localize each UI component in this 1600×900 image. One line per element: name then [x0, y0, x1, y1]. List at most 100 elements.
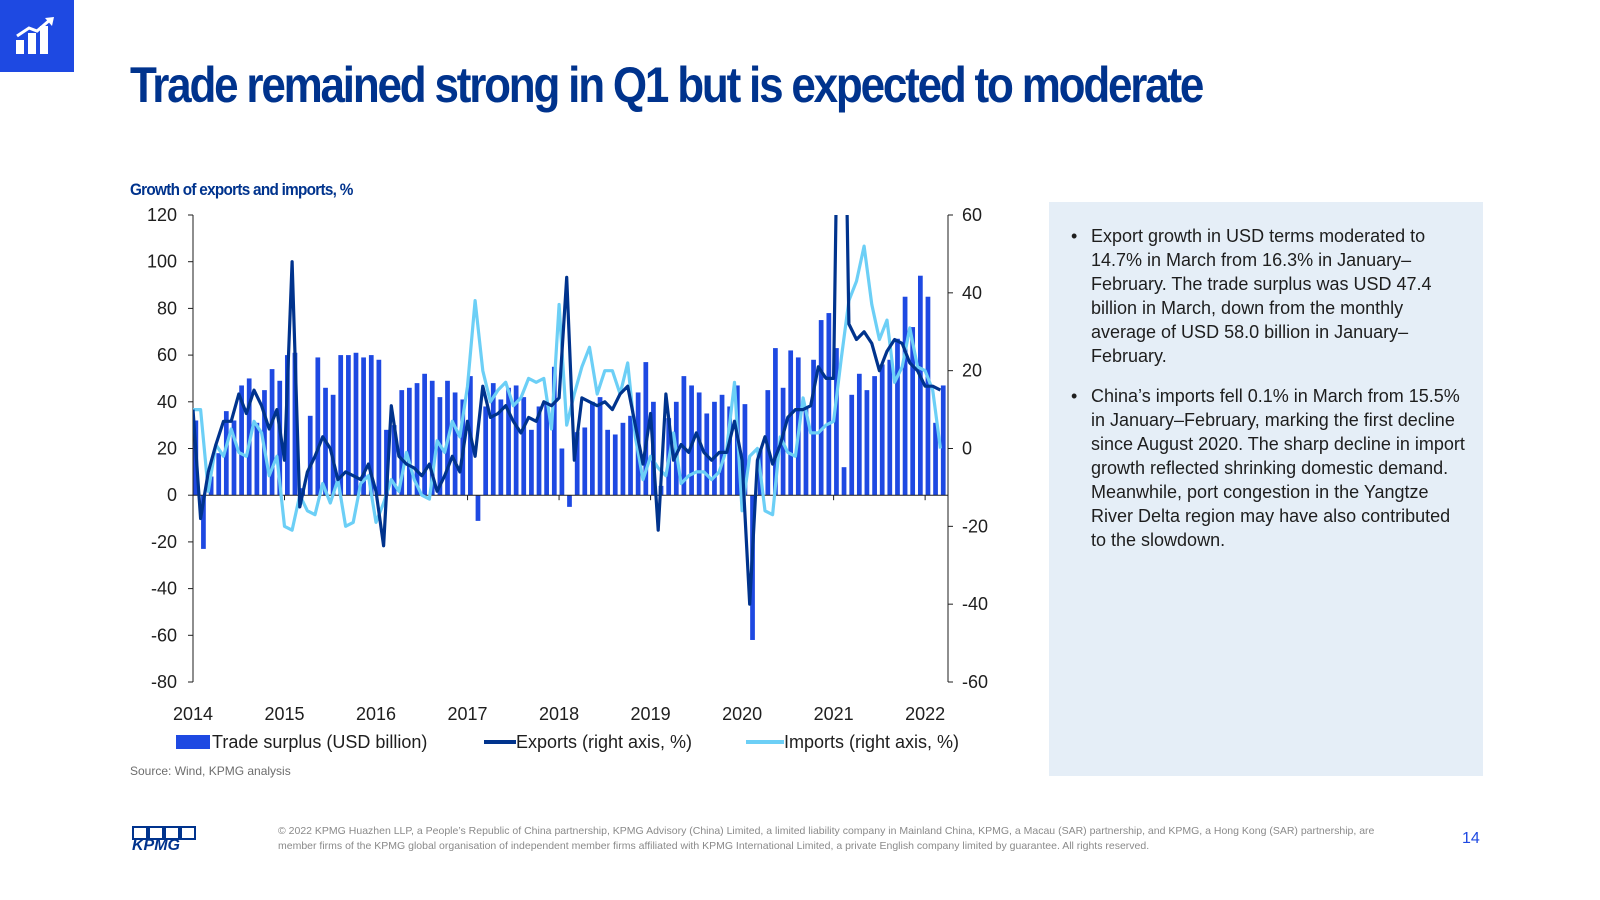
surplus-bar: [902, 296, 908, 496]
right-axis-tick-label: -40: [962, 594, 988, 614]
surplus-bar: [346, 355, 351, 496]
surplus-bar: [742, 404, 748, 496]
surplus-bar: [925, 296, 931, 496]
commentary-bullet: • Export growth in USD terms moderated to…: [1071, 224, 1465, 368]
copyright-notice: © 2022 KPMG Huazhen LLP, a People’s Repu…: [278, 825, 1375, 852]
surplus-bar: [612, 434, 618, 496]
left-axis-tick-label: 0: [167, 485, 177, 505]
surplus-bar: [574, 432, 580, 496]
left-axis-tick-label: -40: [151, 579, 177, 599]
surplus-bar: [864, 390, 870, 496]
source-note: Source: Wind, KPMG analysis: [130, 764, 291, 778]
surplus-bar: [506, 387, 511, 496]
surplus-bar: [727, 406, 733, 496]
legend-surplus-swatch: [176, 735, 210, 749]
exports-line: [193, 215, 942, 606]
surplus-bar: [292, 352, 298, 496]
kpmg-logo-text: KPMG: [132, 837, 180, 852]
surplus-bar: [315, 357, 321, 496]
surplus-bar: [391, 425, 397, 496]
surplus-bar: [849, 394, 855, 496]
surplus-bar: [399, 390, 405, 496]
surplus-bar: [239, 385, 244, 496]
surplus-bar: [529, 429, 534, 496]
surplus-bar: [597, 397, 603, 496]
surplus-bar: [834, 348, 839, 496]
surplus-bar: [361, 357, 366, 496]
surplus-bar: [384, 429, 389, 496]
bullet-dot: •: [1071, 226, 1078, 246]
surplus-bar: [895, 338, 900, 496]
x-axis-tick-label: 2019: [631, 704, 671, 724]
surplus-bar: [940, 385, 946, 496]
x-axis-tick-label: 2016: [356, 704, 396, 724]
surplus-bar: [712, 401, 717, 496]
section-badge: [0, 0, 74, 72]
x-axis-tick-label: 2017: [448, 704, 488, 724]
surplus-bar: [521, 397, 527, 496]
left-axis-tick-label: 120: [147, 205, 177, 225]
surplus-bar: [917, 275, 923, 496]
left-axis-tick-label: 40: [157, 392, 177, 412]
right-axis-tick-label: 40: [962, 283, 982, 303]
surplus-bar: [368, 355, 374, 496]
surplus-bar: [406, 387, 412, 496]
surplus-bar: [483, 406, 489, 496]
surplus-bar: [452, 392, 458, 496]
surplus-bar: [353, 352, 359, 496]
surplus-bar: [773, 348, 778, 496]
commentary-bullet: • China’s imports fell 0.1% in March from…: [1071, 384, 1465, 552]
surplus-bar: [910, 327, 916, 496]
surplus-bar: [231, 420, 237, 496]
surplus-bar: [513, 385, 519, 496]
commentary-text: China’s imports fell 0.1% in March from …: [1091, 386, 1465, 550]
surplus-bar: [544, 401, 549, 496]
chart-title: Growth of exports and imports, %: [130, 180, 353, 199]
right-axis-tick-label: -60: [962, 672, 988, 692]
surplus-bar: [628, 415, 633, 496]
surplus-bar: [429, 380, 435, 496]
surplus-bar: [551, 366, 557, 496]
surplus-bar: [590, 401, 595, 496]
surplus-bar: [254, 422, 260, 496]
surplus-bar: [856, 373, 862, 496]
surplus-bar: [559, 448, 565, 496]
x-axis-tick-label: 2015: [264, 704, 304, 724]
x-axis-tick-label: 2021: [814, 704, 854, 724]
left-axis-tick-label: -20: [151, 532, 177, 552]
surplus-bar: [216, 453, 222, 496]
page-title: Trade remained strong in Q1 but is expec…: [130, 57, 1204, 113]
commentary-panel: • Export growth in USD terms moderated to…: [1049, 202, 1483, 776]
surplus-bar: [811, 359, 816, 496]
surplus-bar: [803, 408, 809, 496]
surplus-bar: [818, 320, 824, 496]
surplus-bar: [933, 422, 938, 496]
left-axis-tick-label: -60: [151, 625, 177, 645]
trade-chart: 120 100 80 60 40 20 0 -20 -40 -60 -80 60 40 20 0 -20 -40…: [147, 205, 988, 752]
bullet-dot: •: [1071, 386, 1078, 406]
surplus-bar: [879, 364, 885, 496]
left-axis-tick-label: 60: [157, 345, 177, 365]
surplus-bar: [887, 359, 893, 496]
surplus-bar: [582, 427, 588, 496]
surplus-bar: [689, 385, 694, 496]
bar-chart-growth-icon: [16, 17, 54, 54]
surplus-bar: [498, 399, 504, 496]
imports-line: [193, 244, 942, 532]
surplus-bar: [223, 411, 229, 496]
kpmg-logo: KPMG: [132, 826, 196, 852]
surplus-bar: [841, 467, 847, 496]
surplus-bar: [475, 495, 481, 521]
left-axis-tick-label: -80: [151, 672, 177, 692]
surplus-bar: [269, 369, 275, 496]
right-axis-tick-label: 60: [962, 205, 982, 225]
x-axis-tick-label: 2022: [905, 704, 945, 724]
left-axis-tick-label: 20: [157, 439, 177, 459]
surplus-bar: [567, 495, 572, 507]
legend-exports-label: Exports (right axis, %): [516, 732, 692, 752]
surplus-bar: [414, 383, 420, 496]
surplus-bar: [643, 362, 649, 496]
surplus-bar: [788, 350, 794, 496]
x-axis-tick-label: 2018: [539, 704, 579, 724]
surplus-bar: [872, 376, 877, 496]
